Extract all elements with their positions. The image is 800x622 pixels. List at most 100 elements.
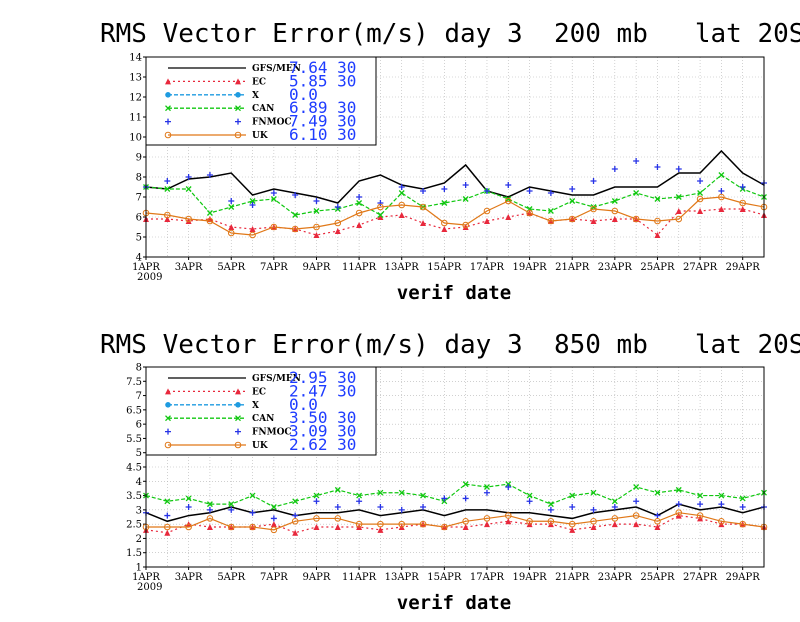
point-plus bbox=[292, 512, 299, 519]
point-plus bbox=[611, 166, 618, 172]
point-plus bbox=[235, 428, 241, 435]
point-x bbox=[697, 492, 704, 499]
point-circle-open bbox=[504, 197, 512, 205]
point-x bbox=[228, 501, 235, 508]
x-tick-label: 3APR bbox=[175, 262, 203, 273]
point-triangle bbox=[483, 218, 490, 224]
point-x bbox=[633, 484, 640, 490]
point-triangle bbox=[185, 218, 192, 224]
point-triangle bbox=[165, 78, 171, 85]
point-x bbox=[590, 489, 597, 496]
y-tick-label: 3 bbox=[136, 505, 142, 516]
point-circle-open bbox=[270, 223, 278, 231]
point-x bbox=[185, 495, 192, 502]
point-triangle bbox=[590, 524, 597, 530]
point-circle-open bbox=[696, 195, 704, 203]
point-plus bbox=[206, 506, 213, 513]
x-tick-label: 25APR bbox=[640, 572, 675, 583]
point-triangle bbox=[313, 524, 320, 530]
point-circle-open bbox=[526, 209, 533, 217]
legend-series-stat: 2.95 30 bbox=[289, 368, 356, 387]
legend-series-stat: 6.10 30 bbox=[289, 125, 356, 144]
point-x bbox=[185, 186, 192, 192]
point-triangle bbox=[697, 208, 704, 214]
y-tick-label: 7.5 bbox=[126, 377, 142, 388]
point-x bbox=[356, 200, 363, 206]
x-tick-label: 13APR bbox=[385, 262, 420, 273]
point-triangle bbox=[718, 206, 725, 212]
point-plus bbox=[313, 498, 320, 505]
point-plus bbox=[185, 504, 192, 510]
point-circle-open bbox=[462, 221, 469, 229]
point-circle bbox=[235, 402, 241, 408]
point-circle-open bbox=[419, 520, 427, 528]
point-plus bbox=[633, 158, 640, 164]
x-tick-label: 11APR bbox=[342, 572, 377, 583]
point-circle-open bbox=[206, 217, 214, 225]
point-plus bbox=[718, 501, 725, 508]
point-triangle bbox=[505, 214, 512, 220]
point-x bbox=[377, 489, 384, 496]
y-tick-label: 4 bbox=[136, 477, 142, 488]
series-line bbox=[146, 208, 765, 236]
point-circle-open bbox=[654, 517, 661, 525]
x-axis-label: verif date bbox=[397, 592, 511, 614]
point-plus bbox=[654, 164, 661, 170]
legend-item: UK 2.62 30 bbox=[164, 435, 356, 454]
point-circle-open bbox=[291, 517, 299, 525]
legend-series-name: CAN bbox=[252, 414, 274, 424]
legend-series-stat: 3.50 30 bbox=[289, 408, 356, 427]
legend-series-stat: 0.0 bbox=[289, 85, 318, 104]
point-plus bbox=[633, 498, 640, 505]
point-x bbox=[313, 492, 320, 499]
point-x bbox=[164, 186, 171, 192]
legend-series-stat: 7.49 30 bbox=[289, 112, 356, 131]
x-axis-label: verif date bbox=[397, 282, 511, 304]
y-tick-label: 5 bbox=[136, 448, 142, 459]
point-x bbox=[292, 212, 299, 218]
y-tick-label: 13 bbox=[129, 73, 142, 84]
point-circle-open bbox=[334, 515, 342, 522]
point-plus bbox=[334, 504, 341, 510]
point-triangle bbox=[292, 529, 299, 536]
legend-series-name: UK bbox=[252, 441, 269, 451]
point-circle-open bbox=[313, 515, 320, 522]
point-circle bbox=[165, 402, 171, 408]
chart-title: RMS Vector Error(m/s) day 3 850 mb lat 2… bbox=[100, 330, 800, 360]
point-x bbox=[270, 504, 277, 510]
y-tick-label: 14 bbox=[129, 53, 142, 64]
point-circle-open bbox=[334, 219, 342, 227]
point-plus bbox=[270, 515, 277, 522]
point-x bbox=[654, 196, 661, 202]
legend-series-stat: 7.64 30 bbox=[289, 58, 356, 77]
point-x bbox=[334, 486, 341, 493]
y-tick-label: 5.5 bbox=[126, 434, 142, 445]
series-can bbox=[143, 481, 767, 510]
point-circle-open bbox=[739, 199, 746, 207]
point-plus bbox=[377, 504, 384, 510]
point-circle-open bbox=[164, 523, 171, 531]
x-tick-label: 11APR bbox=[342, 262, 377, 273]
point-triangle bbox=[611, 521, 618, 528]
point-circle-open bbox=[377, 203, 384, 211]
point-plus bbox=[675, 166, 682, 172]
point-circle-open bbox=[249, 523, 256, 531]
point-x bbox=[164, 498, 171, 505]
x-tick-label: 15APR bbox=[427, 262, 462, 273]
point-plus bbox=[697, 178, 704, 184]
point-plus bbox=[334, 204, 341, 210]
point-circle-open bbox=[398, 520, 406, 528]
legend-series-stat: 3.09 30 bbox=[289, 422, 356, 441]
x-tick-label: 27APR bbox=[683, 572, 718, 583]
point-circle-open bbox=[355, 209, 363, 217]
plot-frame bbox=[145, 366, 765, 568]
point-circle-open bbox=[313, 223, 320, 231]
point-plus bbox=[611, 504, 618, 510]
point-plus bbox=[249, 509, 256, 516]
point-plus bbox=[235, 118, 241, 125]
point-circle-open bbox=[654, 217, 661, 225]
legend-series-stat: 0.0 bbox=[289, 395, 318, 414]
point-x bbox=[718, 172, 725, 178]
point-x bbox=[569, 492, 576, 499]
legend-series-stat: 5.85 30 bbox=[289, 71, 356, 90]
